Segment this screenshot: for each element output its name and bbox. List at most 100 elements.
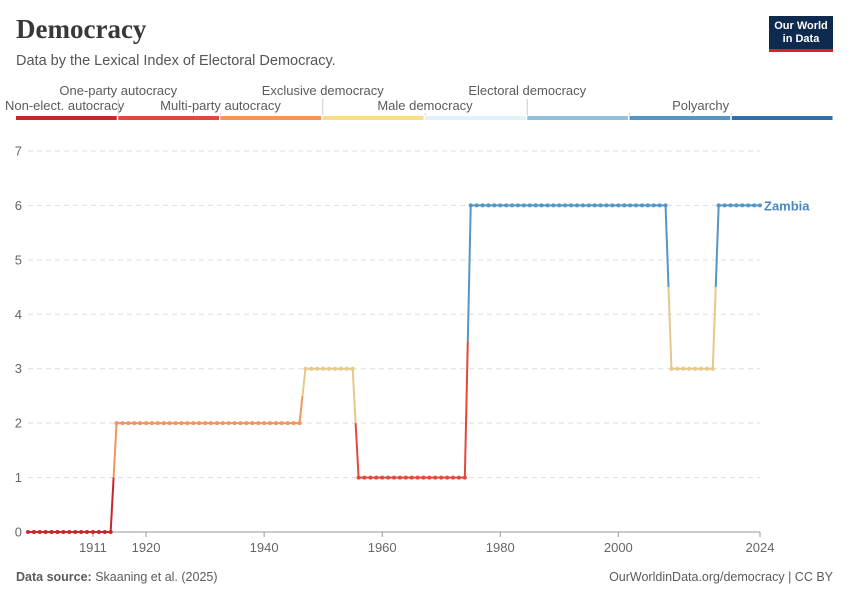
data-point [173, 421, 178, 426]
data-point [698, 366, 703, 371]
data-point [439, 475, 444, 480]
data-point [409, 475, 414, 480]
data-point [492, 203, 497, 208]
legend-label: Multi-party autocracy [160, 98, 281, 113]
data-point [232, 421, 237, 426]
data-point [622, 203, 627, 208]
data-point [356, 475, 361, 480]
data-point [214, 421, 219, 426]
series-end-label: Zambia [764, 198, 810, 213]
data-point [575, 203, 579, 208]
data-point [563, 203, 568, 208]
data-point [102, 530, 107, 534]
legend-label: Non-elect. autocracy [5, 98, 125, 113]
data-point [197, 421, 202, 426]
y-tick-label: 2 [15, 416, 22, 431]
series-transition [463, 341, 469, 478]
y-tick-label: 0 [15, 525, 22, 540]
data-point [120, 421, 125, 426]
series-transition [466, 205, 472, 342]
data-point [657, 203, 662, 208]
data-point [604, 203, 609, 208]
legend-swatch [629, 116, 731, 120]
data-point [167, 421, 172, 426]
footer-credit-link[interactable]: OurWorldinData.org/democracy | CC BY [609, 570, 833, 584]
series-transition [667, 287, 673, 369]
data-point [740, 203, 745, 208]
data-point [397, 475, 402, 480]
data-point [368, 475, 373, 480]
data-point [527, 203, 532, 208]
data-point [85, 530, 90, 534]
data-point [498, 203, 503, 208]
data-point [681, 366, 686, 371]
data-point [262, 421, 267, 426]
legend-swatch [322, 116, 424, 120]
data-point [132, 421, 137, 426]
data-point [291, 421, 296, 426]
page-title: Democracy [16, 14, 147, 44]
data-point [256, 421, 261, 426]
series-transition [301, 368, 307, 397]
data-point [209, 421, 213, 426]
owid-logo[interactable]: Our World in Data [769, 16, 833, 52]
data-point [639, 203, 644, 208]
series-transition [664, 205, 670, 288]
y-tick-label: 3 [15, 361, 22, 376]
data-point [616, 203, 621, 208]
series-transition [351, 368, 357, 424]
data-point [551, 203, 556, 208]
x-tick-label: 1911 [79, 540, 107, 555]
data-point [545, 203, 550, 208]
data-point [67, 530, 72, 534]
series-transition [298, 395, 304, 424]
data-point [90, 530, 95, 534]
data-point [716, 203, 721, 208]
legend-swatch [220, 116, 322, 120]
data-point [114, 421, 119, 426]
data-point [161, 421, 166, 426]
data-point [486, 203, 491, 208]
data-point [456, 475, 461, 480]
x-tick-label: 1920 [132, 540, 161, 555]
data-point [610, 203, 615, 208]
data-point [31, 530, 36, 534]
data-point [380, 475, 385, 480]
series-transition [354, 423, 360, 478]
data-point [728, 203, 733, 208]
data-point [628, 203, 633, 208]
data-point [55, 530, 60, 534]
data-point [734, 203, 739, 208]
data-point [687, 366, 692, 371]
logo-accent-bar [769, 49, 833, 52]
data-point [758, 203, 762, 208]
data-point [722, 203, 727, 208]
data-source-text: Skaaning et al. (2025) [91, 570, 218, 584]
data-point [515, 203, 520, 208]
data-point [445, 475, 450, 480]
data-point [73, 530, 78, 534]
data-point [138, 421, 143, 426]
data-point [185, 421, 190, 426]
data-point [344, 366, 349, 371]
logo-line-1: Our World [774, 20, 828, 32]
data-point [510, 203, 515, 208]
data-point [480, 203, 485, 208]
data-point [61, 530, 66, 534]
data-point [386, 475, 391, 480]
data-point [704, 366, 709, 371]
data-point [374, 475, 379, 480]
data-point [321, 366, 326, 371]
data-point [433, 475, 438, 480]
data-point [226, 421, 231, 426]
data-point [474, 203, 479, 208]
data-source[interactable]: Data source: Skaaning et al. (2025) [16, 570, 218, 584]
data-point [338, 366, 343, 371]
data-point [303, 366, 308, 371]
x-tick-label: 1980 [486, 540, 515, 555]
data-point [43, 530, 48, 534]
x-tick-label: 2000 [604, 540, 633, 555]
data-point [521, 203, 526, 208]
legend-swatch [118, 116, 219, 120]
